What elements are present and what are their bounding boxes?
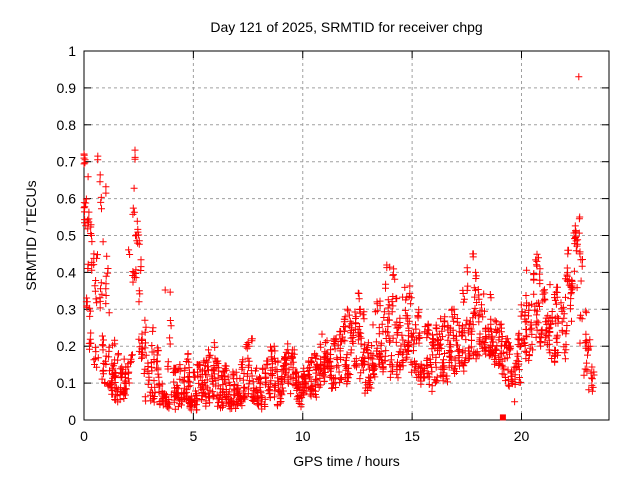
x-tick-label: 10: [295, 428, 311, 444]
y-axis-label: SRMTID / TECUs: [23, 180, 39, 290]
y-tick-label: 0: [68, 412, 76, 428]
y-tick-label: 0.1: [57, 375, 77, 391]
y-tick-label: 0.9: [57, 80, 77, 96]
y-tick-label: 1: [68, 43, 76, 59]
x-tick-label: 5: [189, 428, 197, 444]
grid-lines: [84, 51, 609, 420]
y-tick-label: 0.7: [57, 154, 77, 170]
y-tick-label: 0.8: [57, 117, 77, 133]
data-points: [80, 73, 598, 421]
x-tick-label: 0: [80, 428, 88, 444]
x-axis-label: GPS time / hours: [293, 453, 400, 469]
y-tick-label: 0.4: [57, 264, 77, 280]
tick-labels: 0 5 10 15 20 0 0.1 0.2 0.3 0.4 0.5 0.6 0.7 0.8 0.9 1: [57, 43, 530, 444]
chart-title: Day 121 of 2025, SRMTID for receiver chp…: [210, 19, 482, 35]
y-tick-label: 0.6: [57, 191, 77, 207]
x-tick-label: 20: [514, 428, 530, 444]
scatter-points: [80, 73, 598, 414]
y-tick-label: 0.3: [57, 301, 77, 317]
axis-ticks: [83, 50, 609, 421]
y-tick-label: 0.5: [57, 228, 77, 244]
x-tick-label: 15: [404, 428, 420, 444]
y-tick-label: 0.2: [57, 338, 77, 354]
square-marker: [499, 414, 506, 421]
